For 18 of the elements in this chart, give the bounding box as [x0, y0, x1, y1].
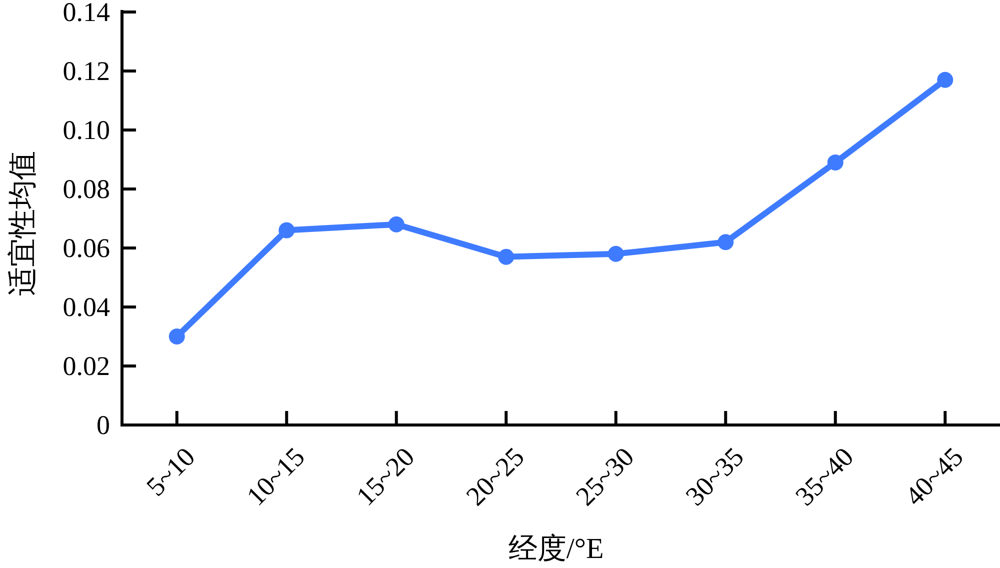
y-tick-label: 0.08: [62, 174, 110, 204]
x-axis-title: 经度/°E: [508, 533, 604, 565]
point: [718, 234, 734, 250]
y-tick-label: 0.02: [62, 351, 110, 381]
y-axis-title: 适宜性均值: [7, 151, 39, 296]
y-tick-label: 0.10: [62, 115, 110, 145]
y-tick-label: 0.14: [62, 0, 110, 27]
y-tick-label: 0: [96, 410, 110, 440]
point: [937, 72, 954, 88]
y-tick-label: 0.04: [62, 292, 110, 322]
y-tick-label: 0.06: [62, 233, 110, 263]
point: [388, 216, 404, 232]
point: [498, 248, 514, 265]
y-tick-label: 0.12: [62, 56, 110, 86]
point: [278, 222, 295, 238]
point: [608, 246, 624, 262]
point: [168, 328, 185, 344]
point: [827, 154, 844, 170]
